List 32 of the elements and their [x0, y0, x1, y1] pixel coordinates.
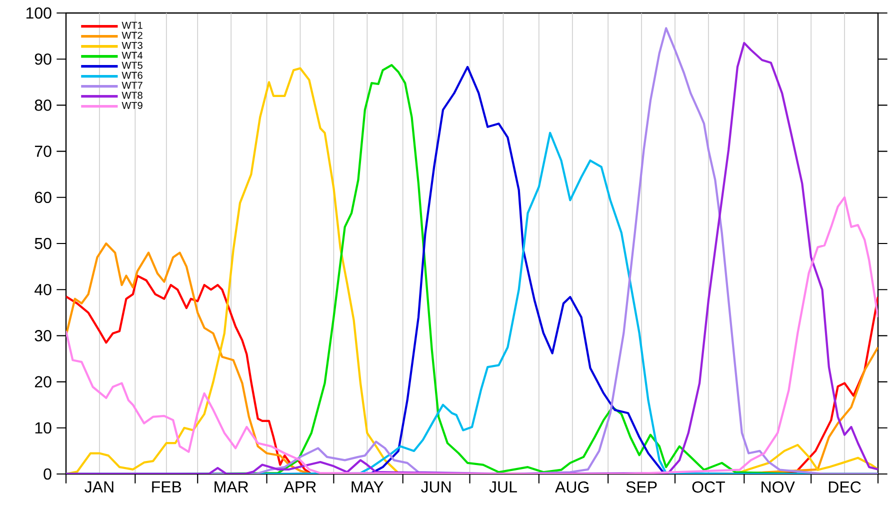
legend-label: WT6 — [122, 72, 142, 79]
legend-label: WT4 — [122, 52, 143, 59]
y-tick-label: 80 — [34, 100, 52, 111]
y-tick-label: 10 — [35, 422, 52, 434]
x-tick-label: MAY — [352, 481, 384, 492]
y-tick-label: 100 — [26, 7, 52, 19]
x-tick-label: JUL — [489, 481, 517, 493]
x-tick-label: AUG — [555, 481, 589, 493]
y-tick-label: 0 — [44, 468, 52, 480]
legend-label: WT9 — [122, 102, 142, 109]
y-tick-label: 20 — [34, 376, 52, 388]
y-tick-label: 50 — [34, 238, 52, 250]
y-tick-label: 70 — [34, 146, 52, 157]
legend-label: WT2 — [122, 32, 142, 39]
x-tick-label: MAR — [214, 481, 248, 492]
y-tick-label: 30 — [34, 330, 52, 342]
x-tick-label: OCT — [692, 481, 725, 493]
x-tick-label: JAN — [84, 481, 114, 493]
legend-label: WT8 — [122, 92, 142, 99]
x-tick-label: JUN — [421, 481, 451, 493]
x-tick-label: APR — [284, 481, 316, 492]
y-tick-label: 60 — [34, 192, 52, 204]
x-tick-label: FEB — [152, 481, 182, 492]
x-tick-label: SEP — [626, 481, 657, 493]
legend-label: WT1 — [122, 22, 142, 29]
legend-label: WT5 — [122, 62, 142, 69]
y-tick-label: 90 — [34, 53, 52, 65]
legend-label: WT3 — [122, 42, 142, 49]
x-tick-label: NOV — [762, 481, 795, 493]
x-tick-label: DEC — [828, 481, 861, 493]
y-tick-label: 40 — [34, 284, 52, 296]
legend-label: WT7 — [122, 82, 142, 89]
